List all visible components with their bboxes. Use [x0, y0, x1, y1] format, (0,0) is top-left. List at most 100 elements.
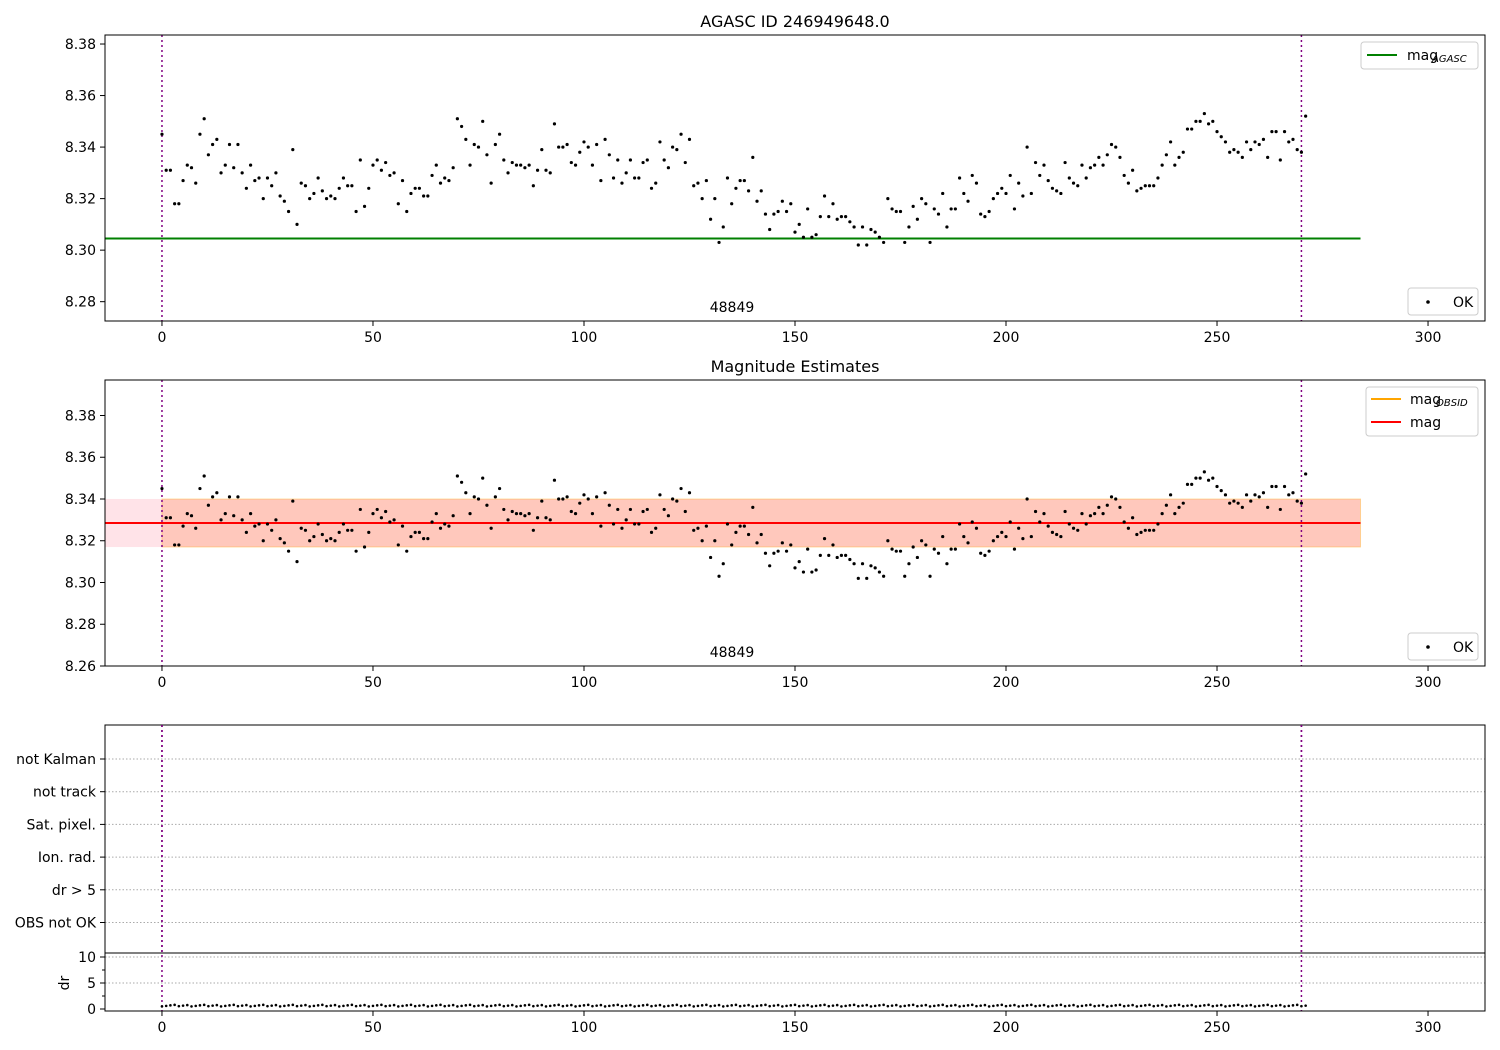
dr-point: [920, 1004, 923, 1007]
dr-point: [983, 1003, 987, 1007]
data-point: [181, 524, 185, 528]
legend-dot-ok: [1426, 300, 1430, 304]
dr-point: [266, 1004, 269, 1008]
data-point: [274, 518, 278, 522]
data-point: [544, 516, 548, 520]
data-point: [666, 166, 670, 170]
dr-point: [1017, 1005, 1020, 1008]
dr-point: [637, 1004, 641, 1008]
data-point: [1236, 150, 1240, 154]
data-point: [1000, 530, 1004, 534]
data-point: [308, 539, 312, 543]
dr-point: [434, 1004, 438, 1007]
dr-point: [477, 1004, 480, 1007]
data-point: [460, 480, 464, 484]
data-point: [379, 516, 384, 520]
data-point: [679, 486, 683, 491]
dr-point: [1279, 1003, 1282, 1007]
dr-point: [219, 1005, 223, 1008]
data-point: [333, 197, 337, 201]
data-point: [620, 181, 624, 185]
data-point: [565, 495, 569, 499]
dr-point: [574, 1005, 577, 1008]
data-point: [1004, 191, 1008, 196]
data-point: [1017, 526, 1021, 530]
dr-point: [776, 1003, 780, 1007]
data-point: [801, 570, 806, 574]
dr-point: [717, 1003, 721, 1007]
dr-point: [1241, 1004, 1244, 1008]
x-tick-label: 150: [782, 1020, 809, 1036]
data-point: [274, 171, 278, 175]
legend-box: [1407, 287, 1479, 316]
dr-point: [603, 1005, 607, 1008]
dr-point: [599, 1003, 603, 1007]
data-point: [215, 137, 219, 141]
data-point: [827, 553, 831, 557]
y-tick-label: 8.30: [65, 243, 96, 259]
dr-point: [430, 1004, 434, 1008]
data-point: [417, 530, 422, 534]
dr-point: [447, 1004, 451, 1007]
data-point: [303, 184, 308, 188]
data-point: [1076, 184, 1080, 188]
data-point: [962, 534, 966, 539]
dr-point: [882, 1003, 885, 1007]
data-point: [616, 507, 620, 512]
data-point: [704, 524, 708, 528]
data-point: [763, 551, 768, 555]
dr-point: [1219, 1003, 1223, 1007]
dr-point: [472, 1004, 476, 1008]
data-point: [1038, 173, 1042, 178]
dr-point: [363, 1003, 366, 1007]
data-point: [768, 564, 772, 568]
data-point: [312, 534, 316, 539]
dr-tick-label: 0: [87, 1002, 96, 1018]
data-point: [932, 547, 936, 551]
data-point: [991, 539, 995, 543]
dr-point: [797, 1004, 801, 1008]
data-point: [1278, 158, 1282, 162]
data-point: [860, 225, 865, 229]
data-point: [1012, 547, 1017, 551]
x-tick-label: 0: [158, 675, 167, 691]
data-point: [206, 503, 210, 507]
data-point: [966, 199, 970, 203]
data-point: [827, 215, 831, 219]
dr-point: [249, 1005, 252, 1008]
data-point: [633, 522, 637, 526]
data-point: [278, 537, 282, 541]
data-point: [202, 474, 206, 478]
legend-label-mag-obsid: mag: [1410, 392, 1441, 408]
data-point: [455, 117, 459, 121]
data-point: [586, 145, 590, 149]
data-point: [253, 178, 257, 183]
dr-point: [392, 1003, 396, 1007]
panel2-annotation: 48849: [710, 645, 755, 661]
dr-point: [869, 1005, 873, 1008]
dr-point: [928, 1005, 932, 1008]
panel2-legend-bottom: OK: [1407, 632, 1479, 661]
dr-point: [747, 1003, 750, 1007]
data-point: [1109, 142, 1114, 147]
data-point: [692, 184, 696, 188]
data-point: [920, 197, 924, 201]
dr-point: [164, 1004, 168, 1008]
dr-point: [1274, 1004, 1278, 1007]
data-point: [1025, 145, 1029, 149]
dr-point: [439, 1003, 442, 1007]
data-point: [320, 189, 324, 193]
data-point: [776, 549, 780, 553]
data-point: [746, 532, 751, 537]
data-point: [1291, 491, 1295, 495]
data-point: [265, 176, 270, 180]
dr-point: [1190, 1003, 1193, 1007]
data-point: [962, 191, 966, 196]
dr-point: [852, 1003, 856, 1007]
dr-point: [257, 1004, 261, 1007]
data-point: [211, 495, 215, 499]
dr-point: [916, 1004, 919, 1008]
data-point: [333, 539, 337, 543]
dr-point: [911, 1003, 915, 1007]
dr-point: [840, 1005, 843, 1008]
